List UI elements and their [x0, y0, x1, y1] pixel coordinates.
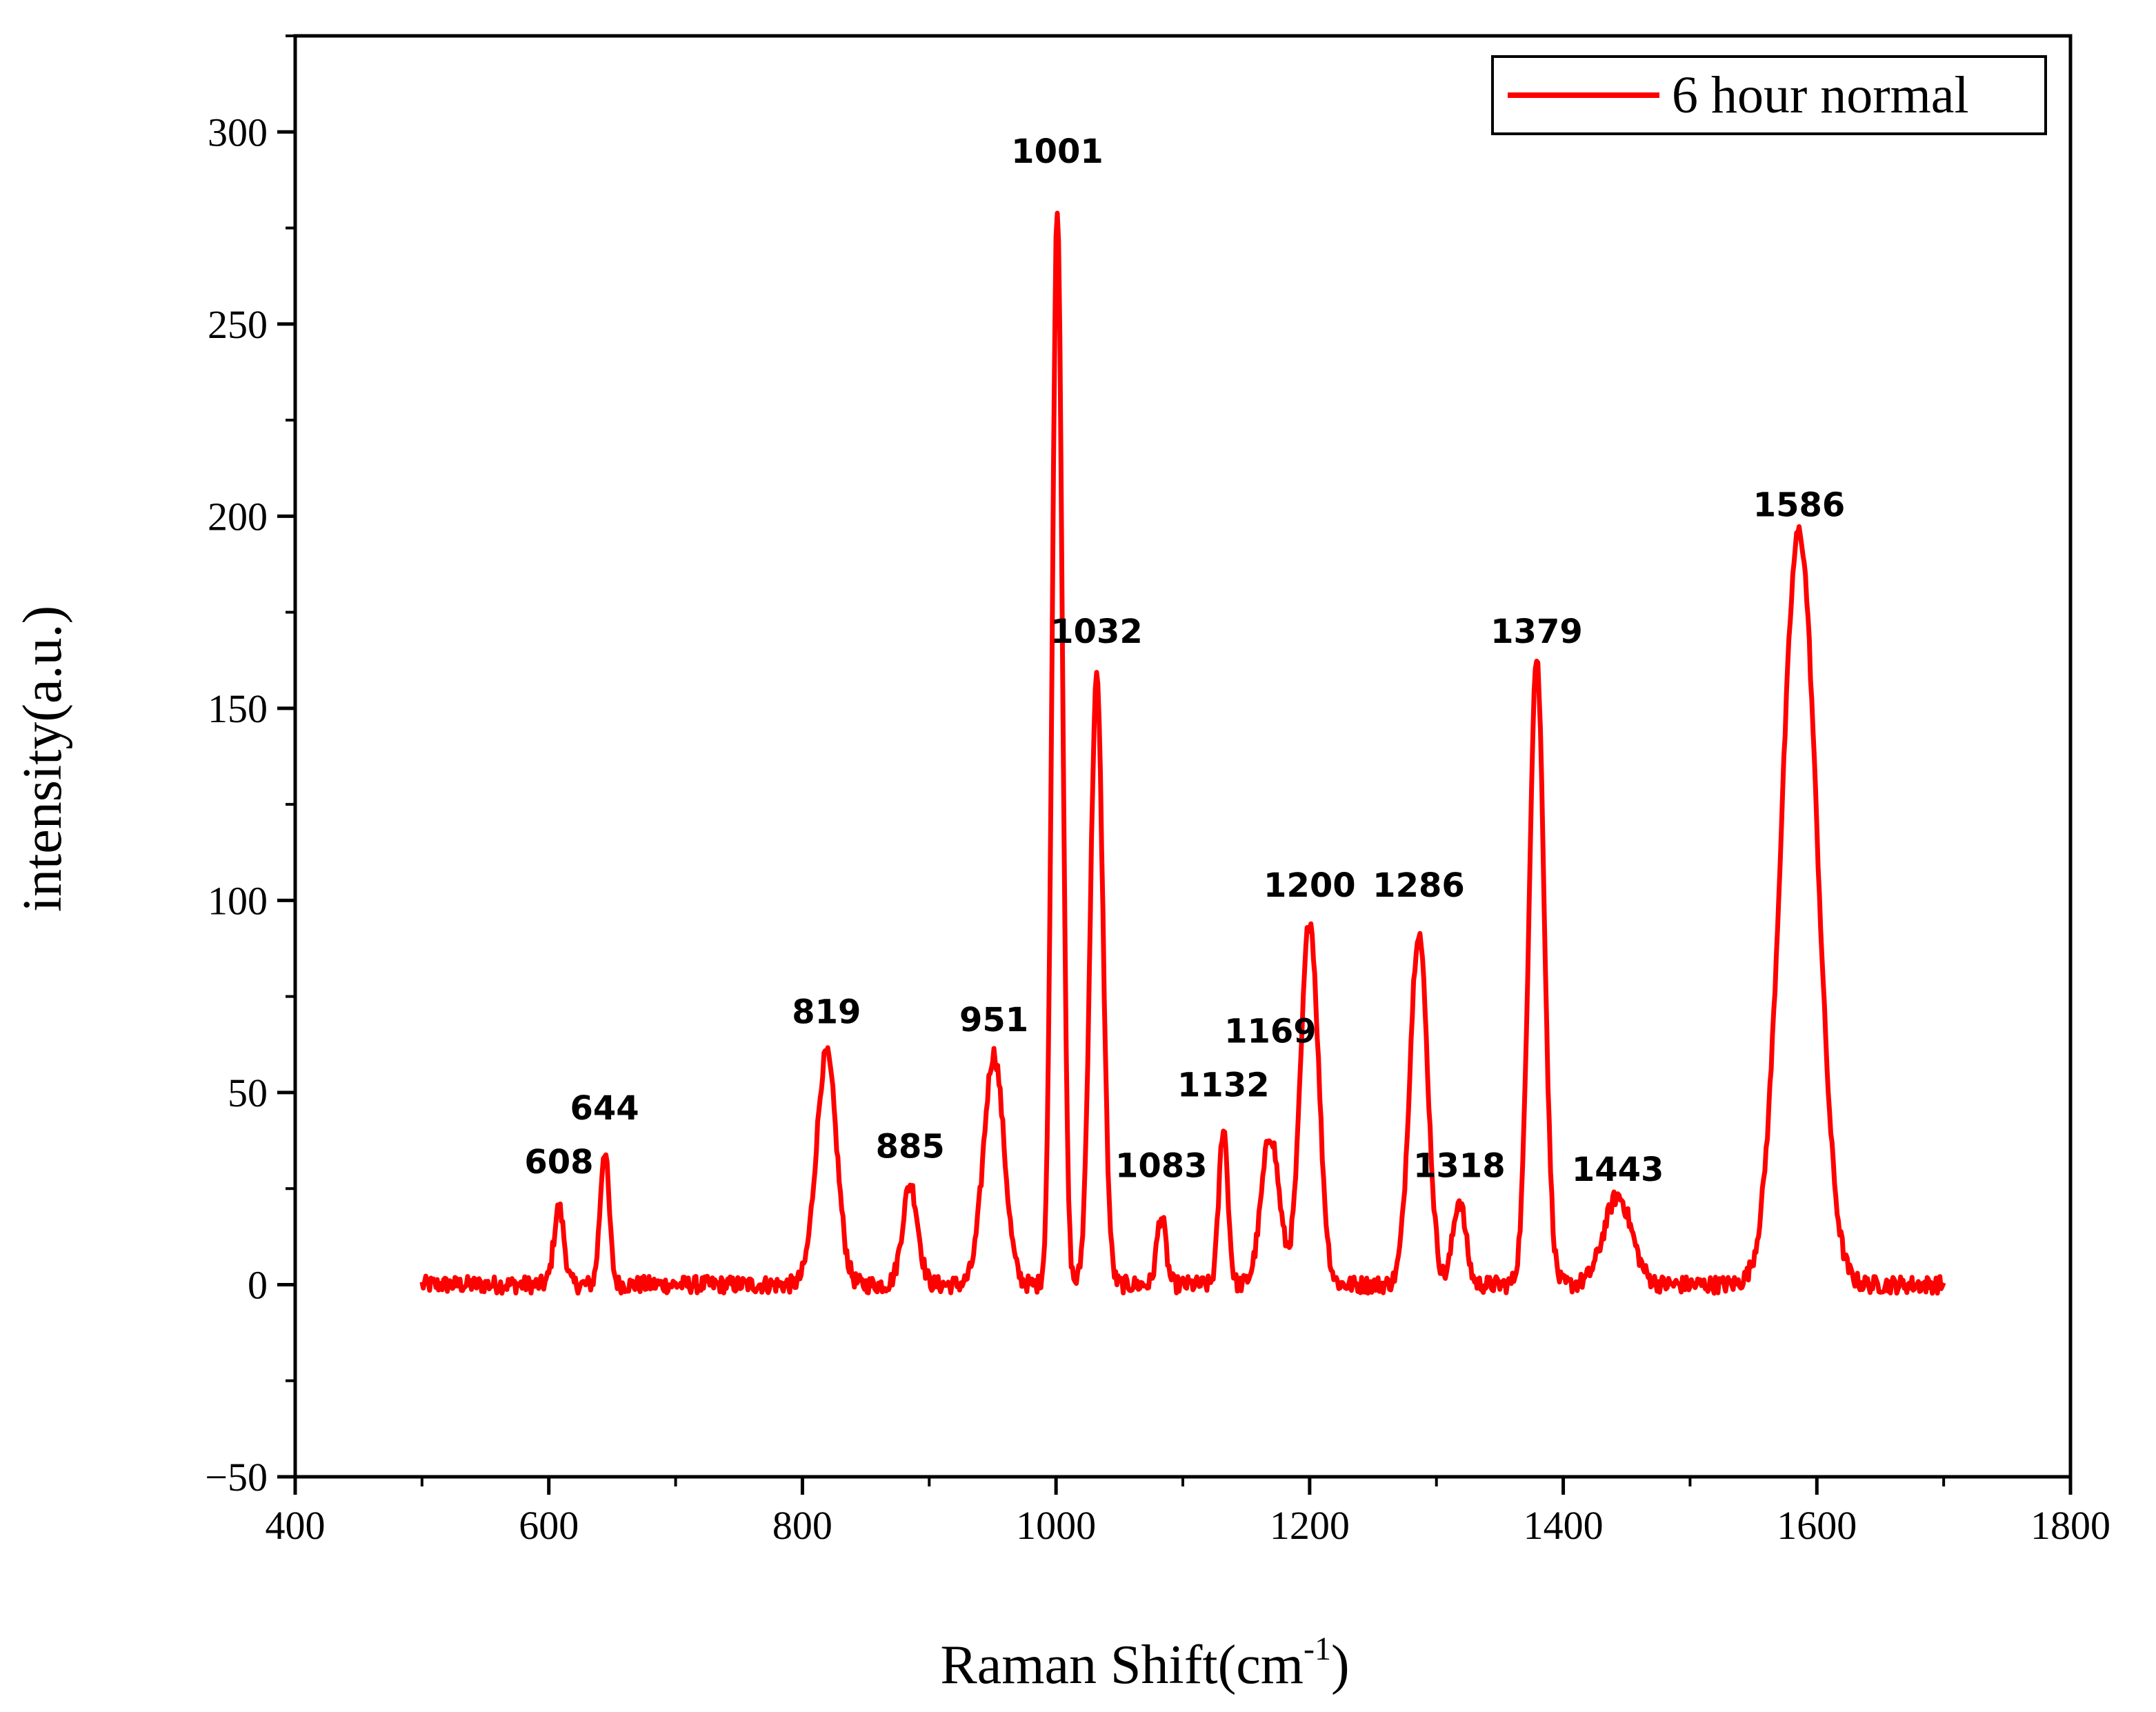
- peak-label-1132: 1132: [1177, 1066, 1270, 1105]
- peak-annotations: 608 644 819 885 951 1001 1032 1083 1132 1169 1200 1…: [524, 132, 1845, 1189]
- peak-label-1586: 1586: [1753, 486, 1846, 524]
- x-tick-label: 1400: [1524, 1503, 1604, 1548]
- x-axis-title-close: ): [1331, 1635, 1350, 1695]
- x-tick-label: 1600: [1777, 1503, 1857, 1548]
- peak-label-885: 885: [876, 1128, 945, 1166]
- x-axis-title-superscript: -1: [1304, 1631, 1331, 1667]
- x-tick-label: 800: [772, 1503, 832, 1548]
- peak-label-644: 644: [570, 1089, 639, 1128]
- peak-label-1379: 1379: [1490, 613, 1583, 651]
- peak-label-1083: 1083: [1115, 1146, 1208, 1185]
- series-6-hour-normal-line: [419, 210, 1946, 1296]
- peak-label-1286: 1286: [1373, 866, 1465, 905]
- x-tick-label: 400: [266, 1503, 326, 1548]
- peak-label-1200: 1200: [1264, 866, 1356, 905]
- y-tick-label: −50: [205, 1455, 268, 1500]
- y-tick-label: 50: [228, 1071, 268, 1115]
- x-axis-title-main: Raman Shift(cm: [940, 1635, 1304, 1695]
- peak-label-1318: 1318: [1413, 1146, 1506, 1185]
- x-tick-label: 1200: [1270, 1503, 1350, 1548]
- y-axis-title: intensity(a.u.): [12, 606, 73, 912]
- y-tick-label: 200: [208, 494, 268, 539]
- legend-label: 6 hour normal: [1672, 66, 1969, 124]
- y-tick-label: 250: [208, 302, 268, 347]
- y-tick-label: 150: [208, 686, 268, 731]
- peak-label-1032: 1032: [1050, 613, 1143, 651]
- y-tick-label: 100: [208, 878, 268, 923]
- peak-label-1169: 1169: [1224, 1013, 1317, 1051]
- peak-label-819: 819: [792, 993, 861, 1032]
- x-tick-label: 1800: [2030, 1503, 2110, 1548]
- peak-label-608: 608: [524, 1143, 593, 1182]
- x-axis-title: Raman Shift(cm-1): [940, 1631, 1349, 1695]
- plot-frame: [293, 34, 2073, 1479]
- axis-tick-labels: 400 600 800 1000 1200 1400 1600 1800 −50 0 50 100 15…: [205, 110, 2110, 1548]
- y-tick-label: 300: [208, 110, 268, 155]
- x-tick-label: 1000: [1016, 1503, 1096, 1548]
- peak-label-1443: 1443: [1572, 1151, 1664, 1189]
- y-tick-label: 0: [248, 1262, 268, 1307]
- axis-ticks: [277, 34, 2073, 1495]
- x-tick-label: 600: [519, 1503, 579, 1548]
- peak-label-951: 951: [959, 1001, 1028, 1039]
- legend: 6 hour normal: [1491, 55, 2047, 135]
- peak-label-1001: 1001: [1011, 132, 1104, 171]
